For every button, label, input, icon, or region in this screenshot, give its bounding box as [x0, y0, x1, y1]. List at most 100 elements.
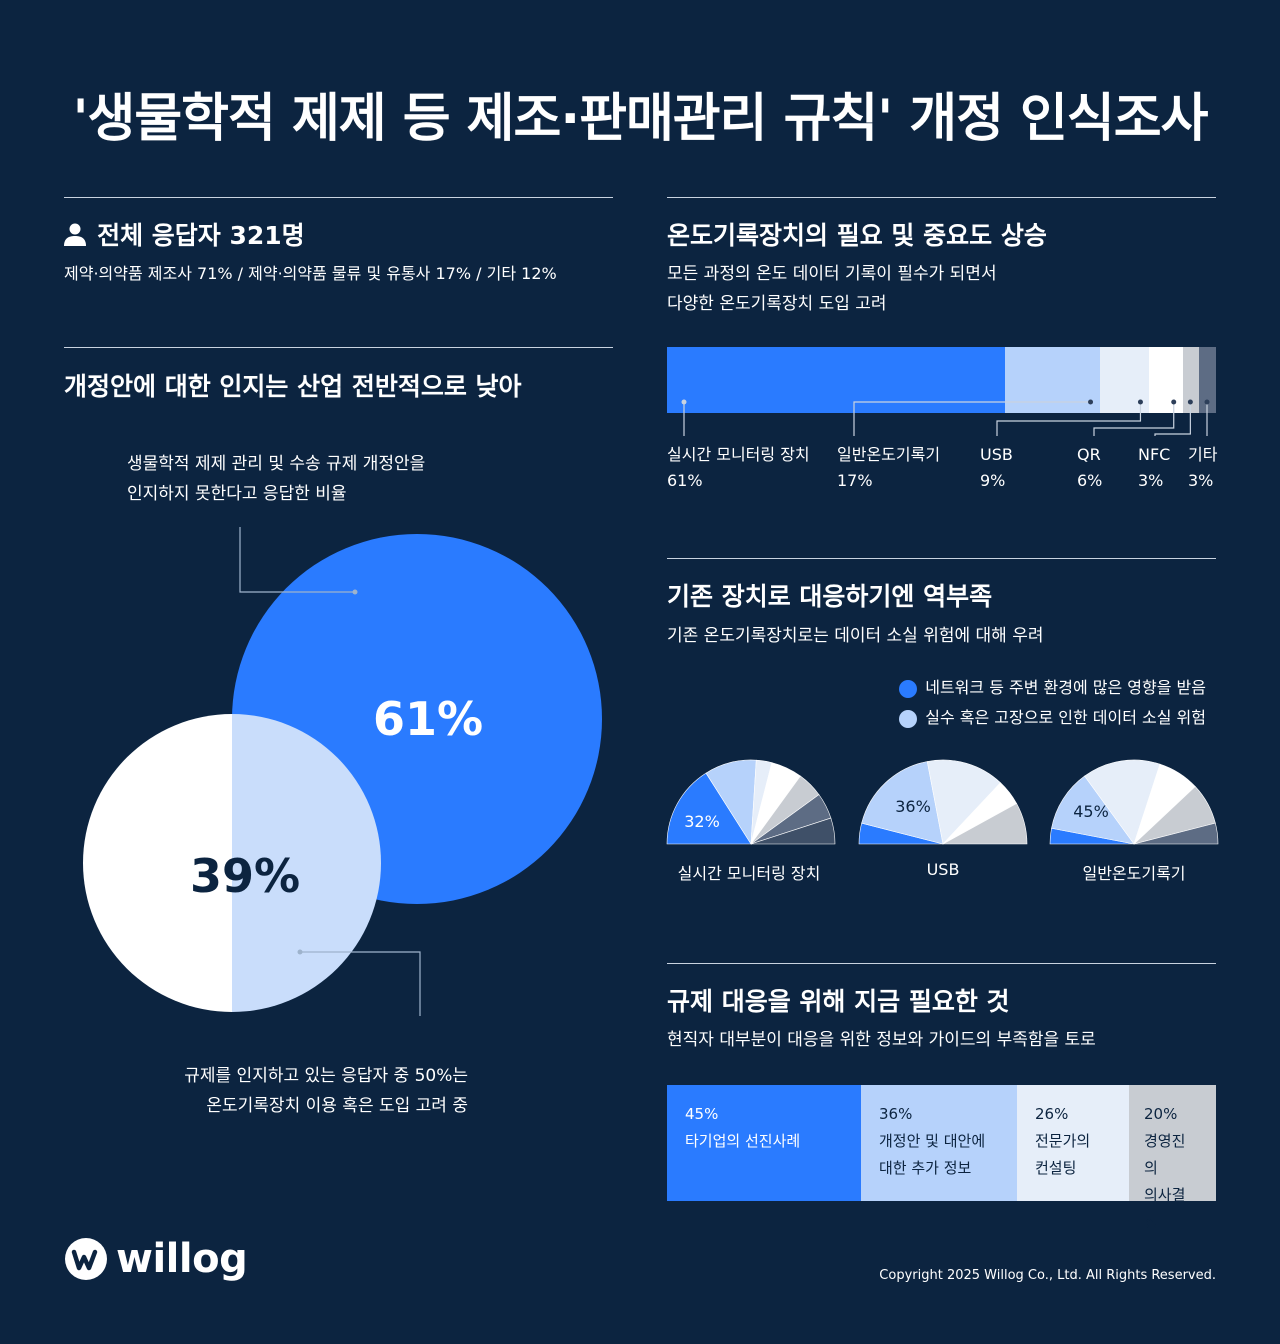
fan-caption: 일반온도기록기	[1082, 864, 1186, 883]
fan-slice	[1084, 759, 1161, 845]
aware-percent-label: 39%	[190, 849, 300, 903]
device-label-value: 6%	[1077, 471, 1103, 490]
divider	[667, 963, 1216, 964]
device-label-name: NFC	[1138, 445, 1171, 464]
legend-label: 실수 혹은 고장으로 인한 데이터 소실 위험	[925, 708, 1206, 727]
device-leader-line	[853, 401, 1091, 436]
device-label-value: 9%	[980, 471, 1006, 490]
legend-swatch	[899, 679, 918, 698]
fan-slice	[1133, 822, 1219, 845]
device-label-name: 일반온도기록기	[837, 445, 941, 464]
device-leader-dot	[681, 399, 687, 405]
person-icon	[64, 223, 86, 246]
aware-left-half	[83, 714, 232, 1012]
device-label-value: 3%	[1188, 471, 1214, 490]
need-label: 대한 추가 정보	[879, 1159, 972, 1177]
fan-value-label: 32%	[684, 812, 720, 831]
legend-label: 네트워크 등 주변 환경에 많은 영향을 받음	[925, 678, 1206, 697]
device-leader-dot	[1171, 399, 1177, 405]
need-value: 20%	[1144, 1105, 1178, 1123]
need-value: 26%	[1035, 1105, 1069, 1123]
leader-line-bottom	[300, 951, 421, 1016]
legend-item-network: 네트워크 등 주변 환경에 많은 영향을 받음	[899, 674, 1206, 698]
need-box-case-studies: 45% 타기업의 선진사례	[667, 1085, 861, 1201]
legend-swatch	[899, 709, 918, 728]
device-bar-leaders	[681, 399, 1210, 436]
fan-slice	[942, 803, 1028, 845]
device-leader-dot	[1088, 399, 1094, 405]
need-label: 의사결정	[1144, 1186, 1186, 1231]
copyright: Copyright 2025 Willog Co., Ltd. All Righ…	[879, 1268, 1216, 1283]
leader-dot	[297, 949, 303, 955]
respondents-breakdown: 제약·의약품 제조사 71% / 제약·의약품 물류 및 유통사 17% / 기…	[64, 264, 557, 283]
fan-value-label: 45%	[1073, 802, 1109, 821]
semicircle-charts: 32% 36% 45%	[666, 759, 1219, 845]
existing-heading: 기존 장치로 대응하기엔 역부족	[667, 582, 993, 611]
devices-desc-line1: 모든 과정의 온도 데이터 기록이 필수가 되면서	[667, 264, 997, 284]
divider	[64, 197, 613, 198]
need-value: 45%	[685, 1105, 719, 1123]
device-label: 기타 3%	[1188, 442, 1217, 494]
willog-logo: willog	[64, 1236, 248, 1282]
page-title: '생물학적 제제 등 제조·판매관리 규칙' 개정 인식조사	[72, 89, 1209, 149]
device-leader-dot	[1187, 399, 1193, 405]
device-bar-segment	[1199, 347, 1216, 413]
fan-slice	[861, 761, 944, 845]
fan-slice	[666, 772, 752, 845]
leader-dot	[352, 589, 358, 595]
device-leader-line	[1154, 402, 1191, 436]
device-label: 일반온도기록기 17%	[837, 442, 940, 494]
device-label: USB 9%	[980, 442, 1013, 494]
device-leader-dot	[1204, 399, 1210, 405]
need-label: 경영진의	[1144, 1132, 1186, 1177]
need-value: 36%	[879, 1105, 913, 1123]
leader-line-top	[239, 527, 355, 593]
device-label: QR 6%	[1077, 442, 1102, 494]
device-label-name: USB	[980, 445, 1013, 464]
device-bar-segment	[1149, 347, 1183, 413]
existing-desc: 기존 온도기록장치로는 데이터 소실 위험에 대해 우려	[667, 626, 1044, 646]
device-label-name: QR	[1077, 445, 1101, 464]
fan-slice	[750, 817, 836, 845]
device-label-value: 61%	[667, 471, 703, 490]
awareness-note-bottom-line1: 규제를 인지하고 있는 응답자 중 50%는	[184, 1066, 468, 1086]
need-label: 전문가의	[1035, 1132, 1091, 1150]
device-label-value: 17%	[837, 471, 873, 490]
fan-slice	[926, 759, 1001, 845]
divider	[667, 197, 1216, 198]
awareness-chart: 61% 39%	[83, 527, 602, 1016]
need-label: 타기업의 선진사례	[685, 1132, 801, 1150]
awareness-heading: 개정안에 대한 인지는 산업 전반적으로 낮아	[64, 372, 522, 401]
divider	[64, 347, 613, 348]
need-box-consulting: 26% 전문가의 컨설팅	[1017, 1085, 1129, 1201]
devices-heading: 온도기록장치의 필요 및 중요도 상승	[667, 221, 1047, 250]
need-box-more-info: 36% 개정안 및 대안에 대한 추가 정보	[861, 1085, 1017, 1201]
divider	[667, 558, 1216, 559]
willog-logo-text: willog	[116, 1236, 248, 1282]
respondents-heading-row: 전체 응답자 321명	[64, 216, 305, 252]
device-label-name: 기타	[1188, 445, 1218, 464]
devices-desc-line2: 다양한 온도기록장치 도입 고려	[667, 294, 887, 314]
awareness-note-bottom-line2: 온도기록장치 이용 혹은 도입 고려 중	[206, 1096, 468, 1116]
legend-item-dataloss: 실수 혹은 고장으로 인한 데이터 소실 위험	[899, 704, 1206, 728]
device-bar-segment	[1182, 347, 1200, 413]
needs-desc: 현직자 대부분이 대응을 위한 정보와 가이드의 부족함을 토로	[667, 1030, 1096, 1050]
unaware-percent-label: 61%	[373, 692, 483, 746]
respondents-heading: 전체 응답자 321명	[97, 221, 305, 250]
willog-logo-icon	[65, 1238, 107, 1280]
aware-right-half	[232, 714, 381, 1012]
device-label: NFC 3%	[1138, 442, 1170, 494]
needs-heading: 규제 대응을 위해 지금 필요한 것	[667, 987, 1010, 1016]
fan-value-label: 36%	[895, 797, 931, 816]
fan-caption: 실시간 모니터링 장치	[677, 864, 821, 883]
device-leader-line	[1093, 402, 1175, 436]
need-label: 개정안 및 대안에	[879, 1132, 986, 1150]
fan-slice	[1051, 775, 1135, 845]
device-leader-dot	[1137, 399, 1143, 405]
device-label-value: 3%	[1138, 471, 1164, 490]
awareness-note-top-line2: 인지하지 못한다고 응답한 비율	[127, 484, 347, 504]
awareness-note-top-line1: 생물학적 제제 관리 및 수송 규제 개정안을	[127, 454, 426, 474]
device-leader-line	[996, 402, 1142, 436]
need-label: 컨설팅	[1035, 1159, 1077, 1177]
fan-caption: USB	[926, 860, 960, 879]
